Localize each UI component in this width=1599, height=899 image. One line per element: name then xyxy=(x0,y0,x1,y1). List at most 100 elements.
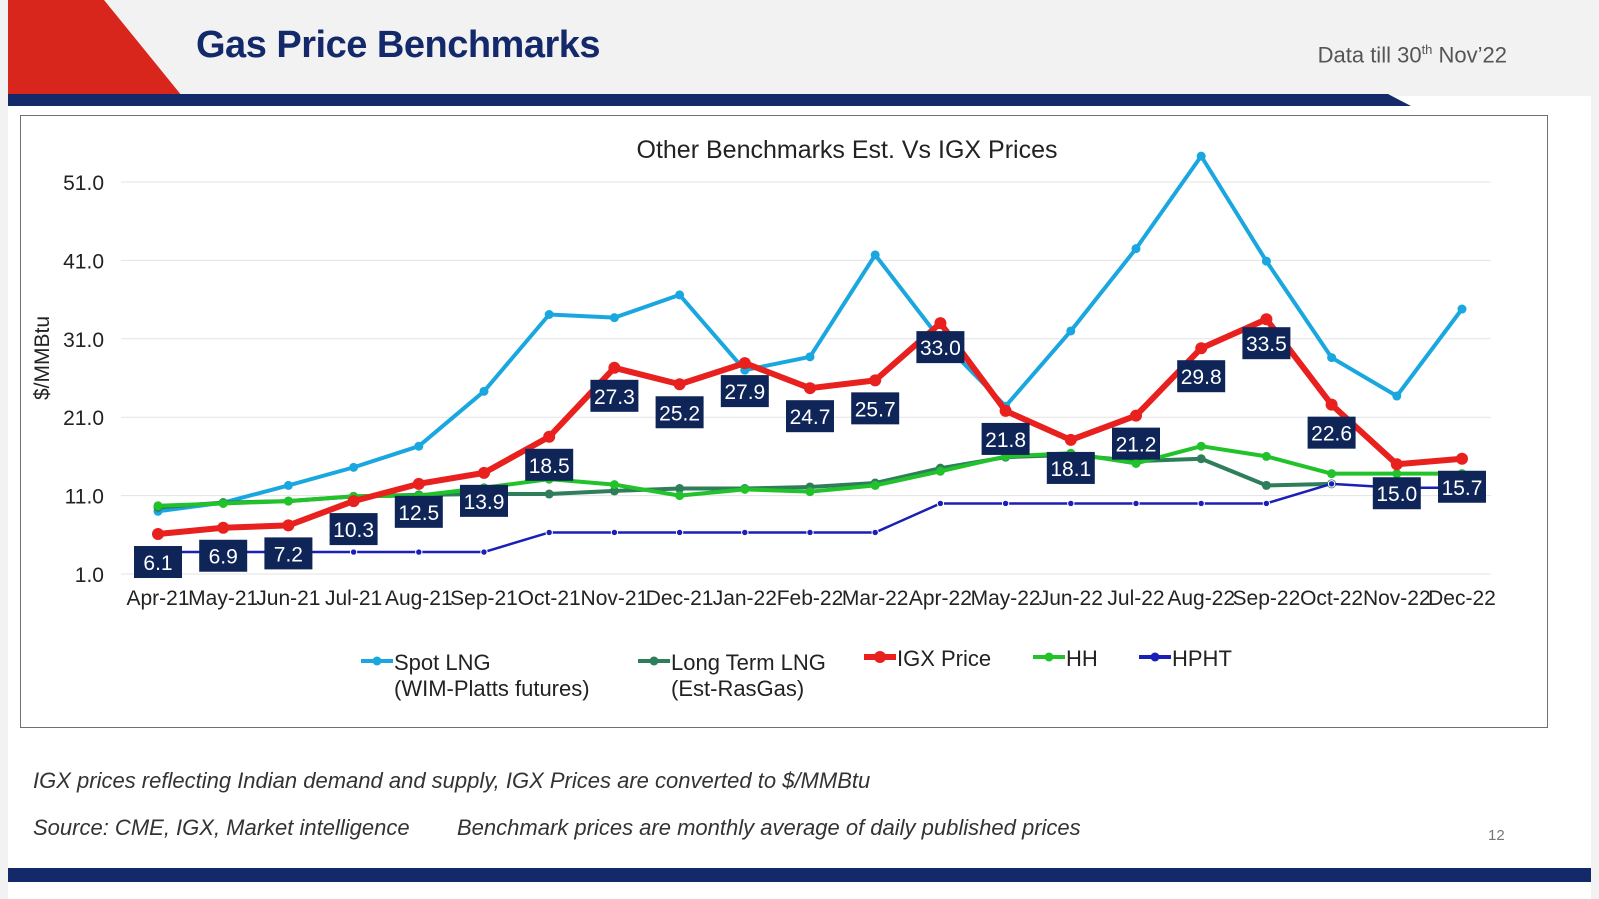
x-tick-label: Feb-22 xyxy=(777,587,844,610)
igx-data-label: 21.8 xyxy=(981,422,1030,455)
data-date-note: Data till 30th Nov’22 xyxy=(1318,42,1507,68)
data-label-text: 33.5 xyxy=(1246,333,1287,356)
data-label-text: 25.2 xyxy=(659,402,700,425)
x-tick-label: Apr-21 xyxy=(126,587,189,610)
footnote-igx: IGX prices reflecting Indian demand and … xyxy=(33,768,871,793)
data-point xyxy=(1196,151,1206,161)
x-tick-label: Jul-22 xyxy=(1107,587,1164,610)
data-point xyxy=(740,484,750,494)
igx-data-label: 27.3 xyxy=(590,379,639,412)
data-point xyxy=(934,317,947,330)
data-point xyxy=(1067,499,1075,508)
data-point xyxy=(218,498,228,508)
data-label-text: 29.8 xyxy=(1181,366,1222,389)
chart-frame: Other Benchmarks Est. Vs IGX Prices 1.0 11… xyxy=(20,115,1548,728)
y-tick-label: 41.0 xyxy=(63,250,104,273)
data-point xyxy=(347,495,360,508)
data-point xyxy=(153,501,163,511)
data-label-box xyxy=(1307,416,1356,449)
data-point xyxy=(1131,458,1141,468)
data-point xyxy=(283,496,293,506)
data-label-text: 10.3 xyxy=(333,519,374,542)
data-point xyxy=(543,430,556,443)
x-tick-label: May-22 xyxy=(971,587,1041,610)
data-point xyxy=(415,548,423,556)
data-point xyxy=(414,441,424,451)
data-label-text: 18.1 xyxy=(1050,458,1091,481)
igx-data-label: 25.2 xyxy=(655,396,704,429)
data-label-box xyxy=(134,546,182,579)
data-label-text: 27.3 xyxy=(594,386,635,409)
data-point xyxy=(870,250,880,260)
legend-label: Long Term LNG xyxy=(671,650,826,675)
data-date-superscript: th xyxy=(1421,42,1433,57)
data-point xyxy=(805,352,815,362)
data-point xyxy=(1130,409,1142,422)
data-point xyxy=(1131,244,1141,254)
legend-swatch-marker xyxy=(1150,652,1160,662)
igx-data-label: 21.2 xyxy=(1112,427,1160,460)
red-accent-shape xyxy=(8,0,182,96)
data-date-prefix: Data till 30 xyxy=(1317,42,1422,68)
data-point xyxy=(870,480,880,490)
legend-swatch-marker xyxy=(874,651,886,663)
igx-data-label: 7.2 xyxy=(264,537,313,570)
data-point xyxy=(1064,433,1077,446)
data-point xyxy=(544,309,554,319)
y-tick-label: 11.0 xyxy=(65,486,104,509)
igx-data-label: 33.5 xyxy=(1242,327,1291,360)
data-point xyxy=(1261,451,1271,461)
data-point xyxy=(609,313,619,323)
x-tick-label: Mar-22 xyxy=(842,587,909,610)
legend-label-line2: (WIM-Platts futures) xyxy=(394,676,590,701)
igx-data-label: 24.7 xyxy=(786,400,834,433)
igx-data-label: 15.0 xyxy=(1372,477,1421,510)
data-point xyxy=(805,487,815,497)
x-tick-label: Jan-22 xyxy=(713,587,777,610)
data-label-text: 21.8 xyxy=(985,429,1026,452)
x-tick-label: Aug-21 xyxy=(385,587,453,610)
data-label-text: 13.9 xyxy=(464,491,505,514)
footer-bar xyxy=(8,868,1591,882)
source-note: Source: CME, IGX, Market intelligence xyxy=(33,815,410,840)
data-point xyxy=(999,404,1012,417)
data-label-text: 22.6 xyxy=(1311,423,1352,446)
x-tick-label: Jun-22 xyxy=(1039,587,1103,610)
data-point xyxy=(675,491,685,501)
data-point xyxy=(1196,454,1206,464)
data-label-box xyxy=(916,331,965,364)
x-tick-label: Aug-22 xyxy=(1167,587,1235,610)
y-tick-label: 21.0 xyxy=(63,407,104,430)
data-label-box xyxy=(329,513,378,546)
igx-data-label: 22.6 xyxy=(1307,416,1356,449)
y-tick-label: 1.0 xyxy=(75,564,104,587)
data-point xyxy=(412,477,425,490)
data-label-box xyxy=(460,484,508,517)
data-label-box xyxy=(1112,427,1160,460)
data-point xyxy=(544,489,554,499)
x-tick-label: Sep-21 xyxy=(450,587,518,610)
data-label-text: 33.0 xyxy=(920,337,961,360)
y-tick-label: 31.0 xyxy=(63,329,104,352)
header-band xyxy=(8,0,1591,96)
data-point xyxy=(479,386,489,396)
data-point xyxy=(283,480,293,490)
y-tick-label: 51.0 xyxy=(63,172,104,195)
data-point xyxy=(217,521,230,534)
data-point xyxy=(1261,480,1271,490)
data-point xyxy=(349,548,358,556)
data-label-box xyxy=(525,448,574,481)
header-divider-bar xyxy=(8,94,1411,106)
data-point xyxy=(1001,499,1010,508)
data-point xyxy=(152,528,164,541)
data-point xyxy=(675,484,685,494)
data-point xyxy=(1066,326,1076,336)
x-tick-label: Oct-21 xyxy=(518,587,581,610)
page-title: Gas Price Benchmarks xyxy=(196,24,601,66)
legend-label: HH xyxy=(1066,646,1098,671)
data-point xyxy=(871,528,879,537)
legend-label-line2: (Est-RasGas) xyxy=(671,676,804,701)
data-label-box xyxy=(199,539,248,572)
legend-item: HPHT xyxy=(1139,646,1232,671)
data-point xyxy=(804,382,816,395)
